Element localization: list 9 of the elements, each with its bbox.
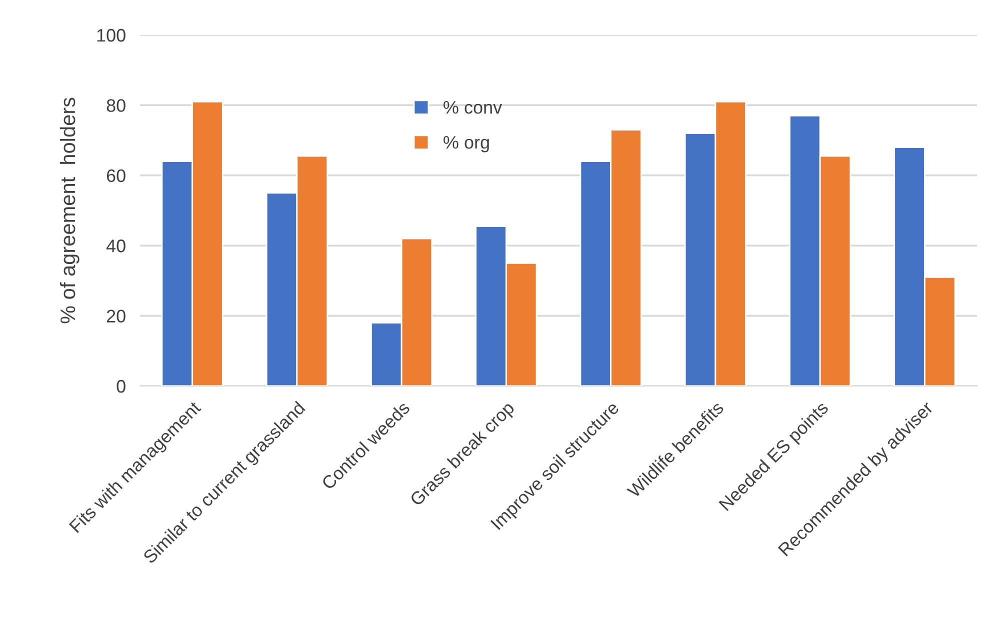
- y-tick-label: 80: [106, 99, 126, 112]
- y-tick-label: 20: [106, 310, 126, 323]
- y-tick-label: 40: [106, 240, 126, 252]
- y-tick-label: 60: [106, 169, 126, 182]
- y-tick-label: 100: [97, 28, 126, 42]
- legend-label: % org: [444, 136, 489, 152]
- legend-label: % conv: [444, 101, 502, 114]
- y-tick-label: 0: [116, 380, 126, 393]
- y-axis-title: % of agreement holders: [60, 98, 80, 324]
